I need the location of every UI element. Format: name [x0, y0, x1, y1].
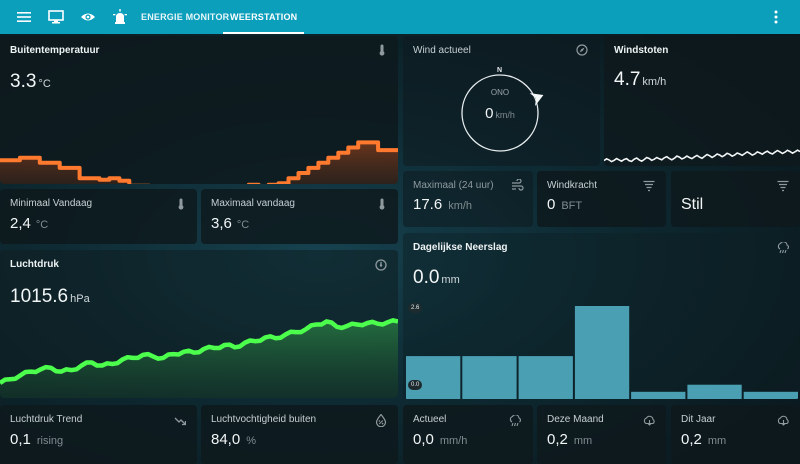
cloud-download-icon: [777, 415, 789, 427]
wind-speed-value: 0 km/h: [485, 105, 515, 122]
card-title: Luchtdruk: [10, 259, 59, 270]
rain-bar: [743, 391, 798, 399]
rain-rate-card[interactable]: Actueel 0,0 mm/h: [403, 405, 533, 464]
rain-bar: [631, 391, 686, 399]
rain-bar: [518, 356, 573, 399]
max-temp-value: 3,6 °C: [211, 215, 250, 232]
wind-direction-arrow: [529, 93, 544, 107]
rain-month-value: 0,2 mm: [547, 431, 593, 448]
top-app-bar: ENERGIE MONITOR WEERSTATION: [0, 0, 800, 34]
weather-windy-icon: [511, 179, 524, 191]
rain-year-card[interactable]: Dit Jaar 0,2 mm: [671, 405, 800, 464]
wind-description-value: Stil: [681, 196, 704, 213]
tab-weerstation[interactable]: WEERSTATION: [223, 0, 305, 34]
pressure-trend-card[interactable]: Luchtdruk Trend 0,1 rising: [0, 405, 197, 464]
more-vert-icon[interactable]: [766, 7, 786, 27]
tab-label: ENERGIE MONITOR: [141, 12, 230, 22]
humidity-card[interactable]: Luchtvochtigheid buiten 84,0%: [201, 405, 398, 464]
min-today-card[interactable]: Minimaal Vandaag 2,4 °C: [0, 189, 197, 244]
card-title: Windkracht: [547, 180, 598, 191]
gusts-value: 4.7 km/h: [614, 69, 667, 90]
wind-direction-label: ONO: [490, 88, 510, 97]
max-today-card[interactable]: Maximaal vandaag 3,6 °C: [201, 189, 398, 244]
daily-rain-chart: [406, 306, 798, 399]
alarm-light-icon[interactable]: [110, 7, 130, 27]
wind-force-value: 0 BFT: [547, 196, 583, 213]
gusts-history-chart: [604, 149, 800, 163]
humidity-value: 84,0%: [211, 431, 256, 448]
card-title: Dit Jaar: [681, 414, 716, 425]
card-title: Luchtdruk Trend: [10, 414, 83, 425]
menu-icon[interactable]: [14, 7, 34, 27]
thermometer-icon: [376, 44, 388, 56]
wind-gusts-card[interactable]: Windstoten 4.7 km/h: [604, 36, 800, 166]
temperature-history-chart: [0, 140, 398, 184]
thermometer-icon: [175, 198, 187, 210]
rain-axis-max-label: 2.6: [408, 303, 423, 313]
max-24h-card[interactable]: Maximaal (24 uur) 17.6 km/h: [403, 171, 533, 227]
wind-force-card[interactable]: Windkracht 0 BFT: [537, 171, 666, 227]
pressure-history-chart: [0, 318, 398, 398]
water-percent-icon: [375, 414, 387, 427]
rain-axis-min-label: 0.0: [408, 380, 423, 390]
rain-bar: [406, 356, 461, 399]
temperature-value: 3.3 °C: [10, 71, 51, 92]
compass-north-label: N: [497, 67, 503, 74]
rain-year-value: 0,2 mm: [681, 431, 727, 448]
pressure-line: [0, 318, 398, 385]
daily-rain-card[interactable]: Dagelijkse Neerslag 0.0 mm 2.6 0.0: [403, 233, 800, 399]
gauge-icon: [375, 259, 387, 271]
card-title: Windstoten: [614, 45, 669, 56]
wind-current-card[interactable]: Wind actueel N ONO 0 km/h: [403, 36, 600, 166]
card-title: Luchtvochtigheid buiten: [211, 414, 317, 425]
pressure-area: [0, 320, 398, 398]
weather-tornado-icon: [777, 180, 789, 192]
rain-bar: [687, 384, 742, 399]
gusts-line: [604, 149, 800, 163]
max-24h-value: 17.6 km/h: [413, 196, 473, 213]
card-title: Dagelijkse Neerslag: [413, 242, 508, 253]
monitor-icon[interactable]: [46, 7, 66, 27]
pressure-trend-value: 0,1 rising: [10, 431, 64, 448]
card-title: Minimaal Vandaag: [10, 198, 93, 209]
wind-description-card[interactable]: Stil: [671, 171, 800, 227]
card-title: Maximaal vandaag: [211, 198, 295, 209]
rain-today-value: 0.0 mm: [413, 267, 460, 288]
rain-bar: [574, 306, 630, 399]
card-title: Actueel: [413, 414, 447, 425]
tab-energie-monitor[interactable]: ENERGIE MONITOR: [141, 0, 229, 34]
rain-month-card[interactable]: Deze Maand 0,2 mm: [537, 405, 666, 464]
tab-label: WEERSTATION: [230, 12, 298, 22]
card-title: Wind actueel: [413, 45, 471, 56]
card-title: Deze Maand: [547, 414, 604, 425]
card-title: Maximaal (24 uur): [413, 180, 494, 191]
weather-pouring-icon: [777, 242, 789, 254]
pressure-value: 1015.6 hPa: [10, 286, 90, 307]
eye-icon[interactable]: [78, 7, 98, 27]
temperature-line: [0, 140, 398, 184]
weather-pouring-icon: [509, 415, 521, 427]
compass-icon: [576, 44, 588, 56]
wind-compass: [461, 74, 544, 152]
thermometer-icon: [376, 198, 388, 210]
rain-bar: [462, 356, 517, 399]
card-title: Buitentemperatuur: [10, 45, 100, 56]
cloud-download-icon: [643, 415, 655, 427]
outside-temperature-card[interactable]: Buitentemperatuur 3.3 °C: [0, 36, 398, 184]
trending-down-icon: [174, 415, 186, 427]
pressure-card[interactable]: Luchtdruk 1015.6 hPa: [0, 250, 398, 398]
weather-tornado-icon: [643, 180, 655, 192]
min-temp-value: 2,4 °C: [10, 215, 49, 232]
rain-rate-value: 0,0 mm/h: [413, 431, 468, 448]
